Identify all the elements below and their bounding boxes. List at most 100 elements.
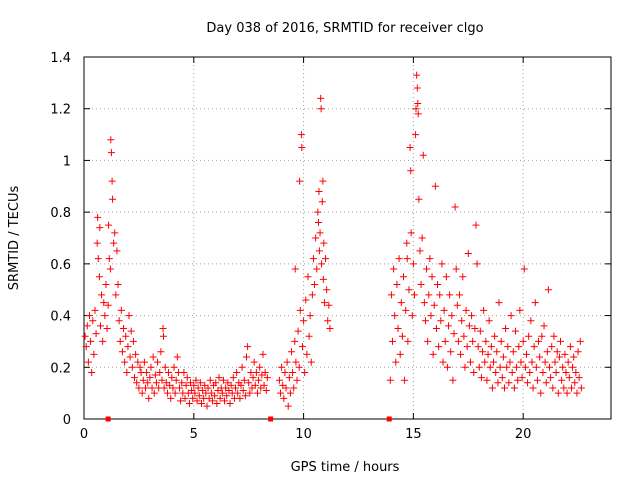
data-point <box>528 358 536 366</box>
data-point <box>206 376 214 384</box>
data-point <box>125 312 133 320</box>
data-point <box>410 291 418 299</box>
data-point <box>438 260 446 268</box>
data-point <box>493 348 501 356</box>
data-point <box>275 376 283 384</box>
data-point <box>398 332 406 340</box>
data-point <box>526 368 534 376</box>
data-point <box>252 368 260 376</box>
data-point <box>195 392 203 400</box>
data-point <box>148 384 156 392</box>
data-point <box>426 255 434 263</box>
data-point <box>278 363 286 371</box>
data-point <box>170 363 178 371</box>
data-point <box>513 363 521 371</box>
data-point <box>124 343 132 351</box>
data-point <box>406 144 414 151</box>
data-point <box>418 234 426 242</box>
data-point <box>529 384 537 392</box>
data-point <box>553 348 561 356</box>
data-point <box>192 376 200 384</box>
data-point <box>453 301 461 309</box>
data-point <box>101 312 109 320</box>
data-point <box>532 363 540 371</box>
data-point <box>425 291 433 299</box>
data-point <box>508 368 516 376</box>
data-point <box>573 389 581 397</box>
data-point <box>221 397 229 405</box>
data-point <box>157 348 165 356</box>
data-point <box>434 281 442 289</box>
data-point <box>83 322 91 330</box>
data-point <box>561 350 569 358</box>
data-point <box>552 368 560 376</box>
data-point <box>204 384 212 392</box>
data-point <box>256 363 264 371</box>
x-tick-label: 15 <box>405 427 422 442</box>
data-point <box>501 384 509 392</box>
data-point <box>159 332 167 340</box>
axis-ticks: 0 5 10 15 20 0 0.2 0.4 0.6 0.8 1 1.2 1.4 <box>50 51 611 442</box>
data-point <box>569 363 577 371</box>
data-point <box>480 306 488 314</box>
data-point <box>454 337 462 345</box>
data-point <box>255 376 263 384</box>
data-point <box>318 198 326 206</box>
data-point <box>167 394 175 402</box>
data-point <box>295 363 303 371</box>
data-point <box>391 312 399 320</box>
data-point <box>413 84 421 92</box>
data-point <box>89 317 97 325</box>
data-point <box>307 358 315 366</box>
data-point <box>546 363 554 371</box>
data-point <box>524 379 532 387</box>
data-point <box>240 376 248 384</box>
data-point <box>574 348 582 356</box>
data-point <box>169 384 177 392</box>
data-point <box>503 363 511 371</box>
data-point <box>120 325 128 332</box>
data-point <box>105 255 113 263</box>
zero-marker <box>105 416 111 422</box>
data-point <box>84 358 92 366</box>
data-point <box>450 330 458 338</box>
data-point <box>92 330 100 338</box>
data-point <box>149 353 157 361</box>
data-point <box>134 358 142 366</box>
data-point <box>81 332 89 340</box>
data-point <box>99 337 107 345</box>
data-point <box>459 273 467 281</box>
data-point <box>301 368 309 376</box>
data-point <box>515 343 523 351</box>
y-tick-label: 0.2 <box>50 361 71 376</box>
data-point <box>555 353 563 361</box>
data-point <box>322 255 330 263</box>
data-point <box>300 317 308 325</box>
data-point <box>127 327 135 335</box>
data-point <box>387 291 395 299</box>
data-point <box>212 379 220 387</box>
data-point <box>93 239 101 247</box>
data-point <box>414 100 422 108</box>
data-point <box>544 286 552 294</box>
data-point <box>313 265 321 273</box>
data-point <box>181 394 189 402</box>
data-point <box>90 350 98 358</box>
data-point <box>94 213 102 221</box>
data-point <box>498 374 506 382</box>
data-point <box>182 381 190 389</box>
x-axis-label: GPS time / hours <box>291 460 400 475</box>
data-point <box>132 350 140 358</box>
data-point <box>237 381 245 389</box>
data-point <box>396 350 404 358</box>
chart-title: Day 038 of 2016, SRMTID for receiver clg… <box>206 21 483 36</box>
data-point <box>141 384 149 392</box>
data-point <box>323 286 331 294</box>
data-point <box>145 394 153 402</box>
plot-frame <box>83 56 612 420</box>
data-point <box>461 363 469 371</box>
data-point <box>281 368 289 376</box>
data-point <box>536 353 544 361</box>
zero-marker <box>268 416 274 422</box>
data-point <box>183 374 191 382</box>
